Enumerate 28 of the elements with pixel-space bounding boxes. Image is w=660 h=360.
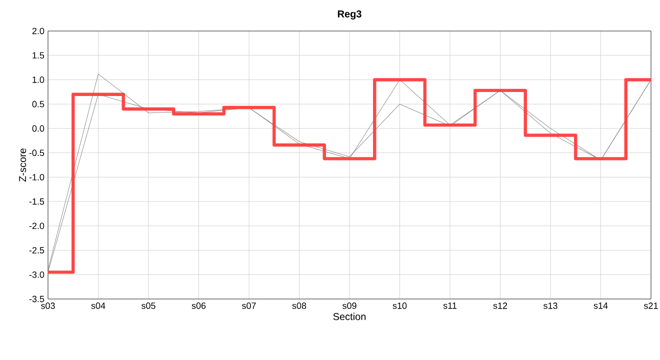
y-tick-label: 2.0 [32, 28, 44, 34]
x-tick-label: s06 [192, 302, 206, 309]
x-tick-label: s05 [142, 302, 156, 309]
y-tick-label: -1.0 [29, 174, 44, 180]
x-tick-label: s13 [544, 302, 558, 309]
x-tick-label: s21 [644, 302, 658, 309]
y-tick-label: -3.0 [29, 271, 44, 278]
y-tick-label: -1.5 [29, 198, 44, 205]
y-tick-label: 0.0 [32, 125, 44, 132]
x-tick-label: s11 [443, 302, 456, 309]
x-tick-label: s07 [242, 302, 256, 309]
y-tick-label: 1.0 [32, 76, 44, 83]
x-tick-label: s09 [342, 302, 356, 309]
x-tick-label: s12 [493, 302, 508, 309]
y-tick-label: -3.5 [29, 296, 44, 302]
x-axis-title: Section [333, 312, 366, 320]
y-tick-label: -2.5 [29, 247, 44, 254]
x-tick-label: s10 [392, 302, 407, 309]
x-tick-label: s03 [41, 302, 55, 309]
y-tick-label: -0.5 [29, 150, 44, 156]
x-tick-label: s04 [91, 302, 106, 309]
chart-title: Reg3 [338, 10, 362, 20]
y-tick-label: -2.0 [29, 222, 44, 230]
y-tick-label: 0.5 [32, 100, 44, 108]
y-tick-label: 1.5 [32, 52, 44, 59]
x-tick-label: s08 [292, 302, 306, 309]
x-tick-label: s14 [594, 302, 608, 309]
y-axis-title: Z-score [19, 148, 26, 182]
